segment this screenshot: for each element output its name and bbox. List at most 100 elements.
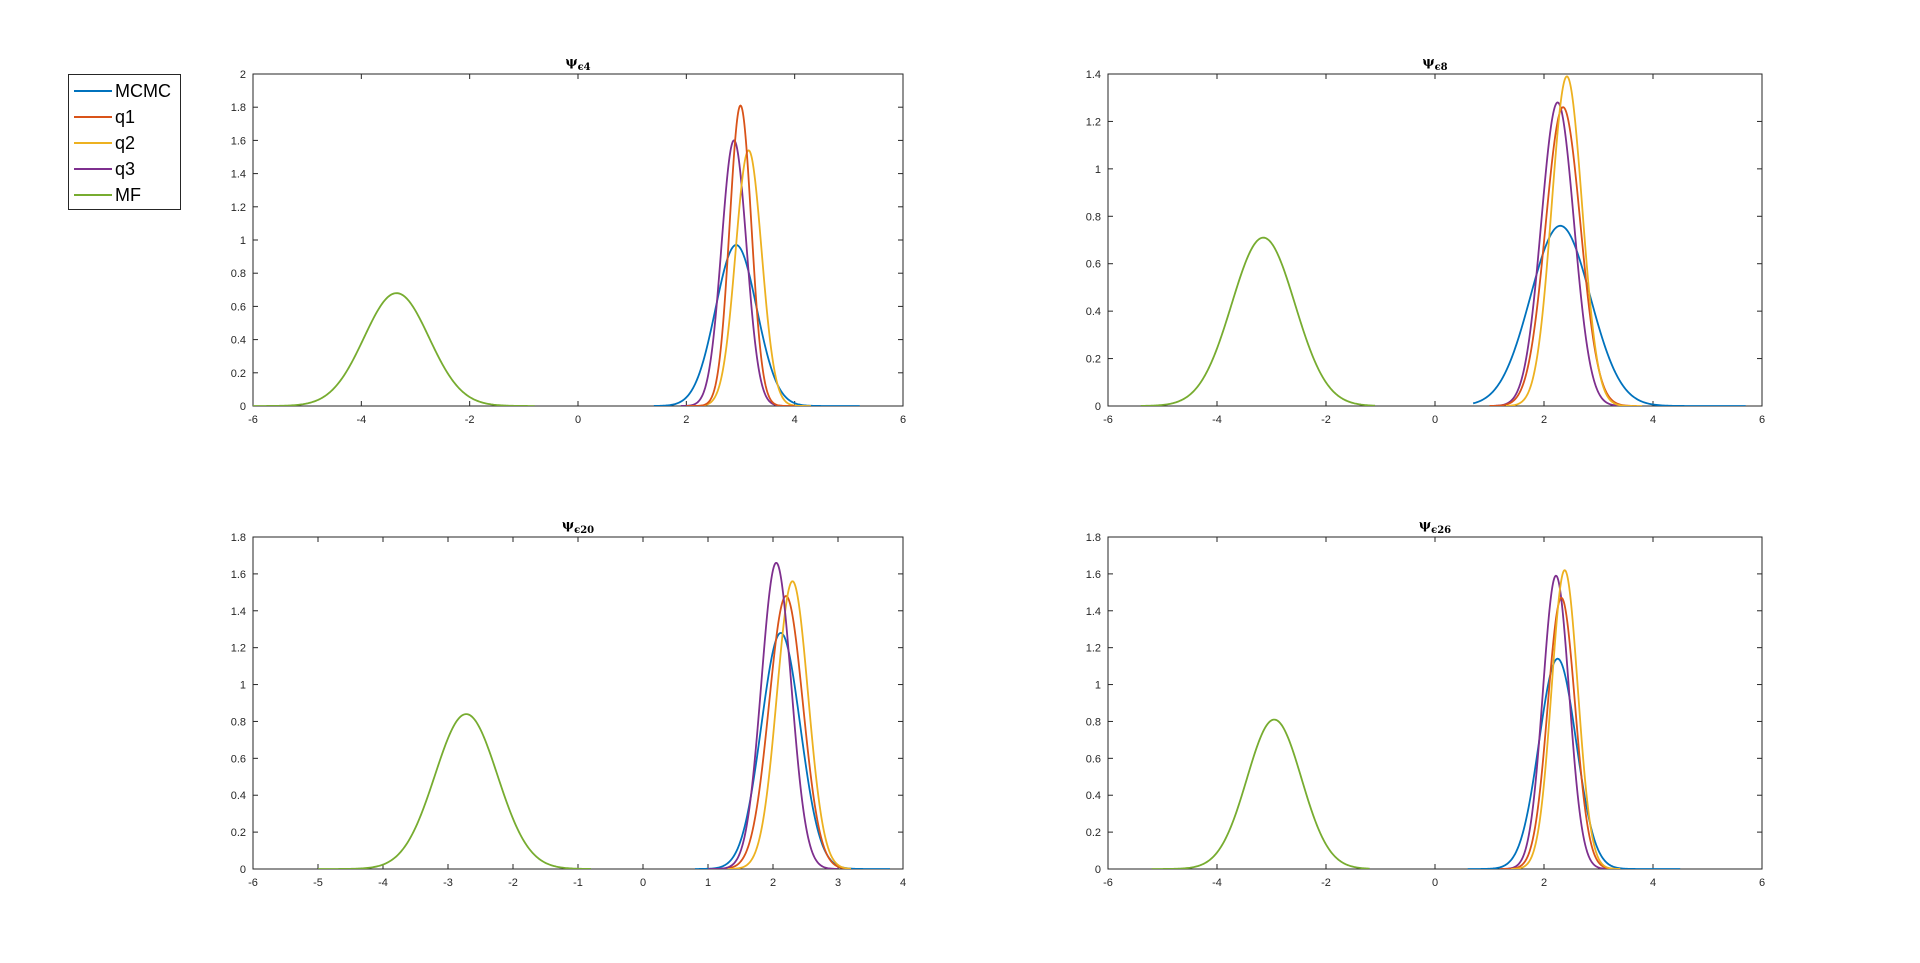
y-tick-label: 0.4 — [1086, 306, 1101, 318]
y-tick-label: 1.4 — [231, 606, 246, 618]
chart-title-main: ψ — [565, 55, 577, 70]
x-tick-label: -4 — [1212, 877, 1222, 889]
x-tick-label: -6 — [1103, 414, 1113, 426]
series-line-q2 — [1511, 569, 1621, 869]
series-line-q2 — [727, 580, 852, 869]
legend-label-q2: q2 — [115, 133, 136, 153]
chart-title: ψϵ4 — [565, 55, 590, 73]
y-tick-label: 0.6 — [231, 301, 246, 313]
y-tick-label: 1.4 — [1086, 69, 1101, 81]
series-line-q1 — [714, 595, 845, 869]
series-line-q2 — [1505, 75, 1643, 406]
chart-title: ψϵ8 — [1422, 55, 1447, 73]
y-tick-label: 1.8 — [231, 532, 246, 544]
x-tick-label: 0 — [1432, 414, 1438, 426]
legend-item-q3: q3 — [69, 156, 182, 182]
x-tick-label: 1 — [705, 877, 711, 889]
plot-area — [252, 536, 904, 870]
x-tick-label: -2 — [1321, 877, 1331, 889]
y-tick-label: 0.4 — [1086, 790, 1101, 802]
x-tick-label: -2 — [1321, 414, 1331, 426]
x-tick-label: 2 — [1541, 414, 1547, 426]
x-tick-label: 2 — [683, 414, 689, 426]
y-tick-label: 0.4 — [231, 335, 246, 347]
series-line-mcmc — [1467, 657, 1681, 869]
y-tick-label: 0.6 — [1086, 259, 1101, 271]
legend-item-mf: MF — [69, 182, 182, 208]
x-tick-label: 2 — [770, 877, 776, 889]
y-tick-label: 1 — [240, 680, 246, 692]
y-tick-label: 2 — [240, 69, 246, 81]
y-tick-label: 0.2 — [231, 827, 246, 839]
y-tick-label: 1.8 — [231, 102, 246, 114]
series-line-mcmc — [694, 631, 890, 869]
x-tick-label: 0 — [1432, 877, 1438, 889]
x-tick-label: 6 — [900, 414, 906, 426]
y-tick-label: 0.8 — [231, 268, 246, 280]
y-tick-label: 1.4 — [231, 169, 246, 181]
legend-item-q2: q2 — [69, 130, 182, 156]
x-tick-label: -6 — [248, 877, 258, 889]
legend-label-q1: q1 — [115, 107, 136, 127]
series-line-q2 — [691, 149, 811, 406]
legend-item-q1: q1 — [69, 104, 182, 130]
series-line-mf — [1151, 718, 1370, 869]
series-line-mf — [253, 292, 535, 406]
legend: MCMC q1 q2 q3 MF — [68, 74, 181, 210]
legend-item-mcmc: MCMC — [69, 78, 182, 104]
series-line-mcmc — [1472, 224, 1746, 406]
x-tick-label: -6 — [1103, 877, 1113, 889]
y-tick-label: 1 — [1095, 680, 1101, 692]
y-tick-label: 0.4 — [231, 790, 246, 802]
legend-label-mcmc: MCMC — [115, 81, 171, 101]
chart-4: -6 -4 -2 0 2 4 6 0 0.2 0.4 0.6 0.8 1 1.2 1.4 1.6 1.8 ψϵ26 — [1086, 518, 1765, 889]
y-tick-label: 0.8 — [1086, 211, 1101, 223]
chart-title-subscript: ϵ26 — [1431, 525, 1451, 536]
y-tick-label: 1.2 — [231, 202, 246, 214]
y-tick-label: 1.6 — [231, 135, 246, 147]
x-tick-label: 4 — [900, 877, 906, 889]
y-tick-label: 0.8 — [1086, 716, 1101, 728]
chart-title-subscript: ϵ20 — [574, 525, 594, 536]
plot-area — [1107, 73, 1763, 407]
x-tick-label: 0 — [640, 877, 646, 889]
y-tick-label: 0 — [240, 401, 246, 413]
legend-swatch-q3 — [74, 168, 112, 170]
y-tick-label: 0.8 — [231, 716, 246, 728]
chart-1: -6 -4 -2 0 2 4 6 0 0.2 0.4 0.6 0.8 1 1.2 1.4 1.6 1.8 2 ψϵ4 — [231, 55, 906, 426]
y-tick-label: 1.6 — [1086, 569, 1101, 581]
y-tick-label: 1.4 — [1086, 606, 1101, 618]
y-tick-label: 0.2 — [231, 368, 246, 380]
legend-swatch-q2 — [74, 142, 112, 144]
legend-label-mf: MF — [115, 185, 141, 205]
chart-2: -6 -4 -2 0 2 4 6 0 0.2 0.4 0.6 0.8 1 1.2 1.4 ψϵ8 — [1086, 55, 1765, 426]
chart-title-main: ψ — [1419, 518, 1431, 533]
y-tick-label: 0 — [1095, 864, 1101, 876]
y-tick-label: 0 — [240, 864, 246, 876]
x-tick-label: 4 — [792, 414, 798, 426]
x-tick-label: 4 — [1650, 414, 1656, 426]
x-tick-label: 4 — [1650, 877, 1656, 889]
x-tick-label: 2 — [1541, 877, 1547, 889]
y-tick-label: 0 — [1095, 401, 1101, 413]
chart-title: ψϵ20 — [562, 518, 594, 536]
x-tick-label: -4 — [378, 877, 388, 889]
y-tick-label: 1.2 — [1086, 643, 1101, 655]
y-tick-label: 1 — [1095, 164, 1101, 176]
series-line-mf — [1140, 236, 1376, 406]
chart-3: -6 -5 -4 -3 -2 -1 0 1 2 3 4 0 0.2 0.4 0.6 0.8 1 1.2 1.4 1.6… — [231, 518, 906, 889]
y-tick-label: 0.2 — [1086, 354, 1101, 366]
legend-label-q3: q3 — [115, 159, 136, 179]
series-line-q3 — [708, 561, 839, 869]
x-tick-label: 0 — [575, 414, 581, 426]
chart-title-main: ψ — [562, 518, 574, 533]
x-tick-label: 6 — [1759, 877, 1765, 889]
y-tick-label: 1.6 — [231, 569, 246, 581]
x-tick-label: -3 — [443, 877, 453, 889]
chart-title-subscript: ϵ4 — [578, 62, 591, 73]
y-tick-label: 1.2 — [231, 643, 246, 655]
x-tick-label: -2 — [465, 414, 475, 426]
x-tick-label: -6 — [248, 414, 258, 426]
series-line-q1 — [1489, 106, 1637, 406]
